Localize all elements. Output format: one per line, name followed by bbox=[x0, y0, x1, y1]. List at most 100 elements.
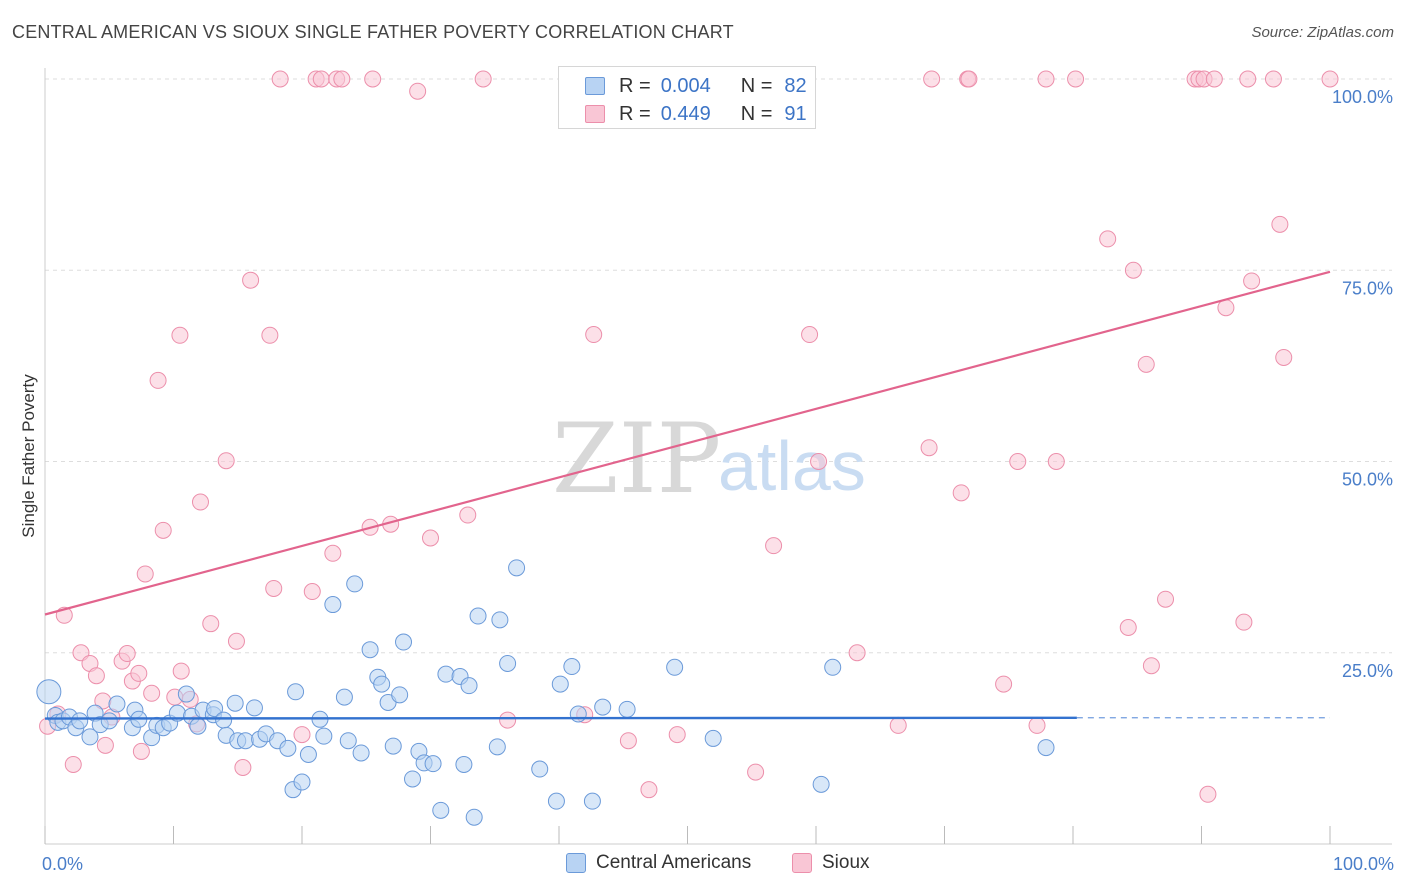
central-americans-point bbox=[108, 695, 126, 713]
central-americans-point bbox=[424, 755, 442, 773]
sioux-point bbox=[1028, 716, 1046, 734]
sioux-point bbox=[242, 271, 260, 289]
series-legend-central-americans[interactable]: Central Americans bbox=[566, 852, 751, 874]
central-americans-point bbox=[335, 688, 353, 706]
sioux-point bbox=[640, 781, 658, 799]
sioux-point bbox=[1264, 70, 1282, 88]
sioux-point bbox=[132, 742, 150, 760]
central-americans-point bbox=[346, 575, 364, 593]
legend-swatch-pink bbox=[585, 105, 605, 123]
central-americans-point bbox=[81, 728, 99, 746]
sioux-point bbox=[1067, 70, 1085, 88]
central-americans-point bbox=[391, 686, 409, 704]
central-americans-point bbox=[215, 711, 233, 729]
series-legend-sioux[interactable]: Sioux bbox=[792, 852, 870, 874]
legend-n-value: 91 bbox=[784, 102, 807, 125]
sioux-point bbox=[619, 732, 637, 750]
sioux-point bbox=[271, 70, 289, 88]
central-americans-point bbox=[824, 658, 842, 676]
sioux-point bbox=[801, 326, 819, 344]
sioux-point bbox=[1047, 453, 1065, 470]
sioux-point bbox=[118, 645, 136, 663]
central-americans-point bbox=[100, 712, 118, 730]
central-americans-point bbox=[293, 773, 311, 791]
sioux-point bbox=[172, 662, 190, 680]
sioux-point bbox=[217, 452, 235, 470]
legend-row-central-americans: R = 0.004 N = 82 bbox=[559, 71, 807, 101]
central-americans-point bbox=[531, 760, 549, 778]
central-americans-point bbox=[465, 808, 483, 826]
central-americans-point bbox=[666, 658, 684, 676]
legend-r-value: 0.004 bbox=[660, 74, 711, 97]
legend-swatch-pink bbox=[792, 853, 812, 873]
sioux-point bbox=[293, 726, 311, 744]
legend-n-value: 82 bbox=[784, 74, 807, 97]
watermark: ZIP atlas bbox=[552, 403, 866, 515]
legend-r-value: 0.449 bbox=[660, 102, 711, 125]
sioux-point bbox=[130, 664, 148, 682]
central-americans-point bbox=[245, 699, 263, 717]
central-americans-point bbox=[569, 705, 587, 723]
central-americans-point bbox=[488, 738, 506, 756]
sioux-point bbox=[960, 70, 978, 88]
series-legend: Central Americans Sioux bbox=[0, 852, 1406, 878]
central-americans-point bbox=[189, 717, 207, 735]
trend-lines bbox=[44, 270, 1331, 720]
sioux-trend-line bbox=[44, 270, 1331, 616]
central-americans-point bbox=[299, 745, 317, 763]
y-axis-title: Single Father Poverty bbox=[19, 374, 38, 538]
central-americans-point bbox=[594, 698, 612, 716]
y-tick-label: 75.0% bbox=[1342, 278, 1393, 298]
sioux-point bbox=[1321, 70, 1339, 88]
y-tick-label: 100.0% bbox=[1332, 87, 1393, 107]
central-americans-point bbox=[384, 737, 402, 755]
sioux-point bbox=[848, 644, 866, 662]
central-americans-point bbox=[491, 611, 509, 629]
central-americans-point bbox=[339, 732, 357, 750]
sioux-point bbox=[1037, 70, 1055, 88]
central-americans-point bbox=[469, 607, 487, 625]
sioux-point bbox=[143, 684, 161, 702]
sioux-point bbox=[889, 716, 907, 734]
central-americans-point bbox=[547, 792, 565, 810]
sioux-point bbox=[364, 70, 382, 88]
sioux-point bbox=[64, 755, 82, 773]
sioux-point bbox=[333, 70, 351, 88]
sioux-point bbox=[96, 736, 114, 754]
central-americans-point bbox=[455, 755, 473, 773]
x-tick-label: 100.0% bbox=[1333, 854, 1394, 874]
sioux-point bbox=[1239, 70, 1257, 88]
sioux-point bbox=[810, 453, 828, 470]
central-americans-point bbox=[236, 732, 254, 750]
watermark-zip: ZIP bbox=[552, 403, 721, 515]
sioux-point bbox=[324, 544, 342, 562]
central-americans-point bbox=[324, 596, 342, 614]
central-americans-point bbox=[287, 683, 305, 701]
central-americans-point bbox=[704, 729, 722, 747]
central-americans-point bbox=[315, 727, 333, 745]
central-americans-point bbox=[404, 770, 422, 788]
sioux-point bbox=[265, 579, 283, 597]
sioux-point bbox=[1235, 613, 1253, 631]
central-americans-point bbox=[551, 675, 569, 693]
central-americans-point bbox=[1037, 739, 1055, 757]
sioux-point bbox=[1199, 785, 1217, 803]
legend-row-sioux: R = 0.449 N = 91 bbox=[559, 99, 807, 129]
central-americans-trend-line bbox=[44, 716, 1077, 720]
sioux-point bbox=[995, 675, 1013, 693]
central-americans-point bbox=[437, 665, 455, 683]
grid-lines bbox=[45, 78, 1392, 654]
sioux-point bbox=[136, 565, 154, 583]
central-americans-point bbox=[583, 792, 601, 810]
sioux-point bbox=[1271, 215, 1289, 233]
sioux-point bbox=[747, 763, 765, 781]
sioux-point bbox=[474, 70, 492, 88]
legend-n-label: N = bbox=[740, 102, 773, 125]
sioux-point bbox=[1099, 230, 1117, 248]
sioux-point bbox=[261, 326, 279, 344]
sioux-point bbox=[422, 529, 439, 547]
source-credit: Source: ZipAtlas.com bbox=[1251, 24, 1394, 41]
sioux-point bbox=[1119, 619, 1137, 637]
central-americans-point bbox=[36, 679, 62, 705]
